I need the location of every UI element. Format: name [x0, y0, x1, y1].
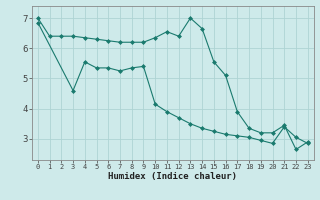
X-axis label: Humidex (Indice chaleur): Humidex (Indice chaleur): [108, 172, 237, 181]
